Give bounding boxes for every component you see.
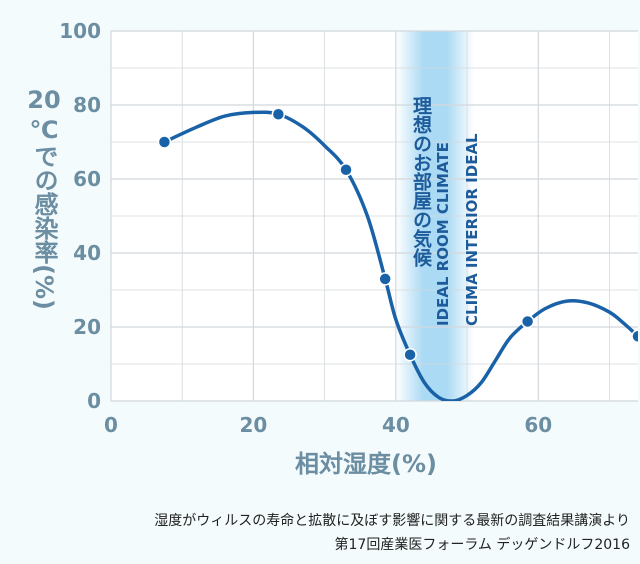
y-axis-title-number: 20: [27, 86, 60, 114]
y-tick-label: 80: [73, 93, 101, 117]
band-labels: 理想のお部屋の気候 IDEAL ROOM CLIMATE CLIMA INTER…: [410, 96, 481, 326]
source-line-1: 湿度がウィルスの寿命と拡散に及ぼす影響に関する最新の調査結果講演より: [154, 513, 630, 529]
y-axis-title: 20 ℃での感染率(%): [27, 86, 60, 310]
band-label-english: IDEAL ROOM CLIMATE: [434, 142, 452, 326]
x-axis-ticks: 0 20 40 60: [104, 413, 552, 437]
y-tick-label: 60: [73, 167, 101, 191]
y-tick-label: 100: [59, 19, 101, 43]
y-axis-ticks: 0 20 40 60 80 100: [59, 19, 101, 413]
data-point: [403, 348, 417, 362]
data-point: [271, 107, 286, 121]
y-axis-title-text: ℃での感染率(%): [30, 116, 58, 310]
x-axis-title: 相対湿度(%): [295, 450, 437, 478]
source-line-2: 第17回産業医フォーラム デッゲンドルフ2016: [334, 537, 630, 553]
grid-lines: [110, 30, 638, 402]
band-label-spanish: CLIMA INTERIOR IDEAL: [463, 133, 481, 326]
data-point: [631, 329, 638, 343]
y-tick-label: 40: [73, 241, 101, 265]
data-point: [520, 314, 535, 329]
data-point: [339, 163, 353, 177]
x-tick-label: 60: [524, 413, 552, 437]
band-label-japanese: 理想のお部屋の気候: [410, 96, 432, 268]
x-tick-label: 20: [240, 413, 268, 437]
x-tick-label: 40: [382, 413, 410, 437]
data-point: [378, 272, 392, 286]
data-points: [157, 107, 638, 362]
x-tick-label: 0: [104, 413, 118, 437]
y-tick-label: 0: [87, 389, 101, 413]
y-tick-label: 20: [73, 315, 101, 339]
data-point: [157, 135, 172, 149]
